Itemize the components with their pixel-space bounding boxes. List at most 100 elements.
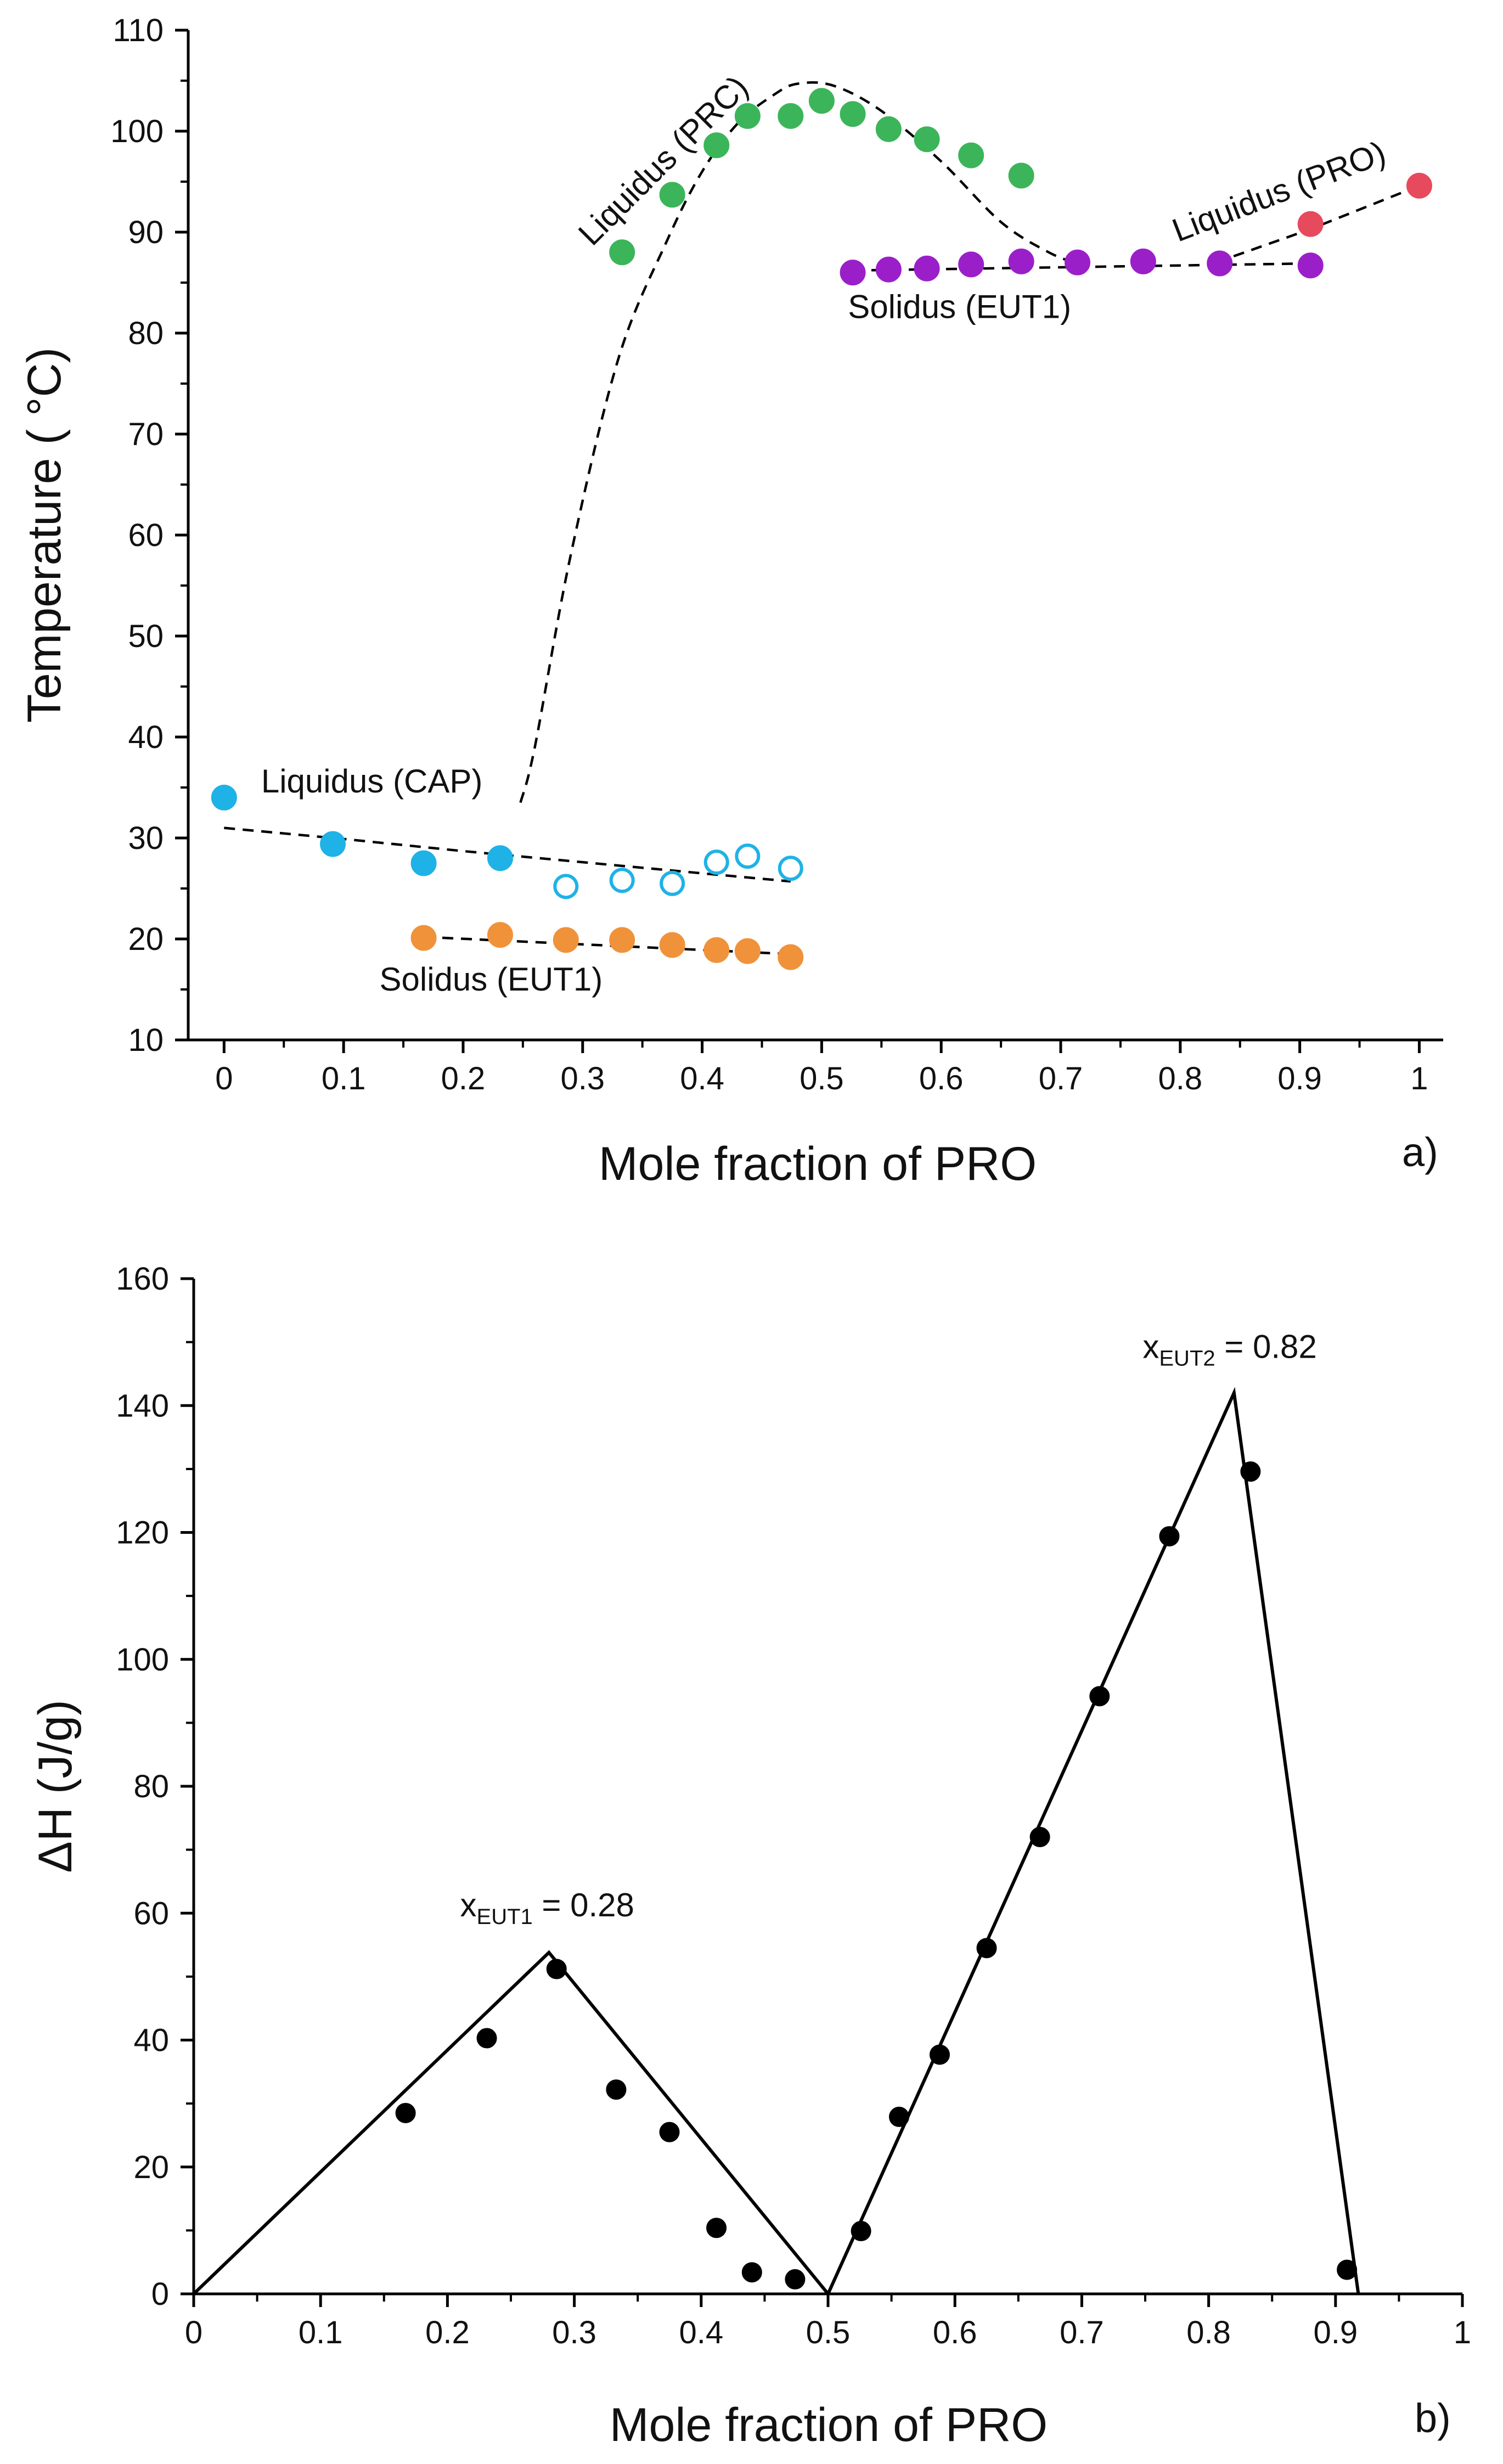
a-y-tick-label-1: 20	[128, 921, 164, 957]
a-point-s5-4	[958, 251, 984, 278]
a-annotation-4: Liquidus (CAP)	[261, 763, 483, 800]
a-point-s5-8	[1207, 250, 1233, 277]
a-x-tick-label-10: 1	[1410, 1061, 1428, 1096]
a-point-s2-2	[609, 868, 635, 893]
a-point-s4-2	[659, 182, 685, 208]
a-point-s4-1	[609, 239, 635, 266]
a-x-tick-label-6: 0.6	[919, 1061, 964, 1096]
a-point-s1-1	[211, 784, 237, 811]
b-point-s1-7	[741, 2262, 762, 2283]
b-point-s1-16	[1240, 1461, 1261, 1482]
a-point-s3-4	[609, 927, 635, 953]
a-point-s5-1	[840, 260, 866, 286]
b-x-axis-title: Mole fraction of PRO	[610, 2399, 1048, 2451]
b-x-tick-label-4: 0.4	[679, 2315, 723, 2350]
a-x-tick-label-9: 0.9	[1277, 1061, 1322, 1096]
a-tick-labels: 0 0.1 0.2 0.3 0.4 0.5 0.6 0.7 0.8 0.9 110203040506…	[110, 13, 1428, 1096]
b-fit-line-2	[826, 1387, 1360, 2295]
a-point-s4-4	[734, 103, 761, 129]
a-y-tick-label-0: 10	[128, 1022, 164, 1058]
a-point-s5-5	[1008, 248, 1034, 274]
b-y-tick-label-5: 100	[116, 1642, 169, 1678]
a-point-s2-6	[778, 856, 803, 881]
a-point-s5-7	[1130, 248, 1156, 274]
a-x-tick-label-2: 0.2	[441, 1061, 486, 1096]
b-point-s1-11	[929, 2044, 950, 2065]
a-ticks	[175, 29, 1421, 1053]
a-point-s5-6	[1065, 249, 1091, 275]
a-point-s3-1	[410, 925, 437, 951]
b-annotation-2: xEUT2 = 0.82	[1142, 1329, 1316, 1371]
a-x-axis-title: Mole fraction of PRO	[599, 1138, 1037, 1190]
b-point-s1-13	[1029, 1827, 1050, 1847]
a-y-tick-label-8: 90	[128, 215, 164, 250]
b-y-axis-title: ΔH (J/g)	[29, 1700, 82, 1872]
b-y-tick-label-4: 80	[133, 1769, 169, 1804]
a-point-s1-2	[320, 831, 346, 857]
a-point-s4-6	[808, 88, 835, 114]
a-x-tick-label-7: 0.7	[1039, 1061, 1083, 1096]
a-y-tick-label-5: 60	[128, 517, 164, 553]
b-x-tick-label-6: 0.6	[933, 2315, 977, 2350]
a-annotation-5: Solidus (EUT1)	[379, 961, 603, 998]
a-point-s1-3	[410, 850, 437, 876]
a-point-s6-2	[1406, 172, 1432, 199]
b-x-tick-label-2: 0.2	[425, 2315, 470, 2350]
b-point-s1-8	[785, 2269, 806, 2289]
b-x-tick-label-8: 0.8	[1186, 2315, 1231, 2350]
a-point-s4-11	[1008, 162, 1034, 189]
a-point-s1-4	[487, 845, 513, 871]
b-point-s1-2	[476, 2028, 497, 2049]
a-point-s4-9	[914, 126, 940, 153]
b-annotation-1: xEUT1 = 0.28	[460, 1887, 634, 1929]
a-y-tick-label-2: 30	[128, 820, 164, 856]
b-annotations: xEUT1 = 0.28 xEUT2 = 0.82	[460, 1329, 1317, 1929]
b-point-s1-15	[1159, 1526, 1180, 1546]
b-x-tick-label-9: 0.9	[1313, 2315, 1358, 2350]
b-ticks	[181, 1277, 1464, 2307]
a-point-s3-8	[778, 944, 804, 970]
b-fit-line-1	[192, 1950, 830, 2296]
a-y-tick-label-6: 70	[128, 417, 164, 452]
b-x-tick-label-1: 0.1	[299, 2315, 343, 2350]
a-y-tick-label-4: 50	[128, 618, 164, 654]
b-x-tick-label-0: 0	[185, 2315, 202, 2350]
b-point-s1-5	[659, 2122, 680, 2142]
b-y-tick-label-2: 40	[133, 2023, 169, 2058]
b-point-s1-6	[706, 2218, 727, 2238]
a-point-s5-9	[1297, 252, 1324, 279]
b-y-tick-label-1: 20	[133, 2150, 169, 2185]
b-point-s1-10	[888, 2106, 909, 2127]
a-data-points	[211, 88, 1432, 970]
b-point-s1-4	[606, 2079, 627, 2100]
b-data-points	[395, 1461, 1358, 2289]
a-point-s4-7	[840, 101, 866, 127]
a-y-tick-label-3: 40	[128, 719, 164, 755]
a-x-tick-label-5: 0.5	[800, 1061, 844, 1096]
a-x-tick-label-3: 0.3	[560, 1061, 605, 1096]
b-point-s1-3	[546, 1959, 567, 1979]
a-point-s5-2	[875, 256, 902, 283]
a-point-s2-3	[660, 870, 685, 896]
a-y-tick-label-7: 80	[128, 316, 164, 351]
b-x-tick-label-5: 0.5	[806, 2315, 851, 2350]
panel-b: 0 0.1 0.2 0.3 0.4 0.5 0.6 0.7 0.8 0.9 1 0 20 40 60 80 10…	[29, 1261, 1471, 2451]
a-point-s6-1	[1297, 211, 1324, 237]
b-x-tick-label-10: 1	[1454, 2315, 1471, 2350]
a-y-axis-title: Temperature ( °C)	[18, 347, 71, 723]
a-point-s2-5	[735, 843, 761, 869]
b-point-s1-17	[1337, 2259, 1358, 2280]
a-y-tick-label-10: 110	[113, 13, 164, 48]
b-point-s1-1	[395, 2102, 416, 2123]
b-y-tick-label-8: 160	[116, 1261, 169, 1297]
a-x-tick-label-1: 0.1	[322, 1061, 366, 1096]
a-point-s2-4	[703, 850, 729, 875]
a-x-tick-label-0: 0	[215, 1061, 233, 1096]
a-point-s2-1	[553, 874, 579, 899]
a-x-tick-label-4: 0.4	[680, 1061, 724, 1096]
b-x-tick-label-3: 0.3	[552, 2315, 596, 2350]
a-fit-line-2	[423, 936, 791, 955]
a-point-s3-2	[487, 922, 513, 948]
